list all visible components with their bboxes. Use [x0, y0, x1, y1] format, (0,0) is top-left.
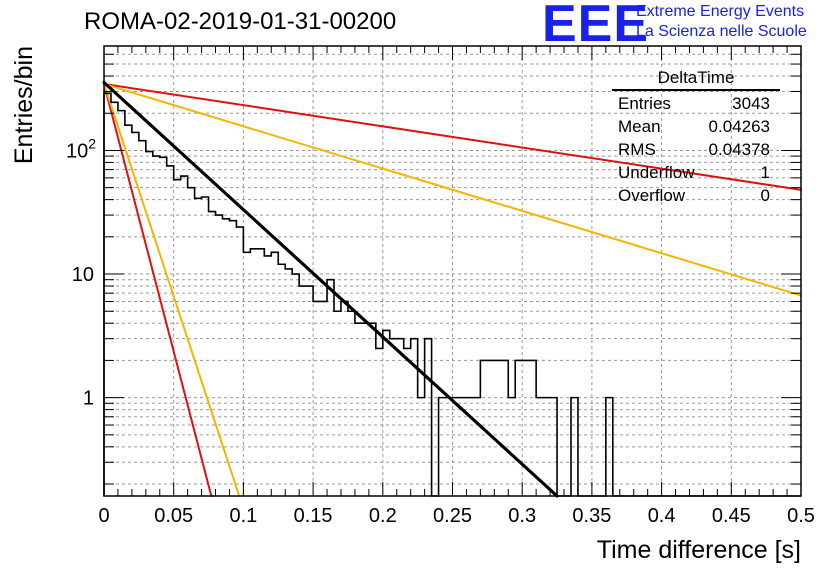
y-tick-label: 10	[72, 264, 94, 286]
stats-row-rms: RMS 0.04378	[612, 138, 780, 161]
x-tick-label: 0.15	[294, 505, 333, 527]
stats-value: 3043	[732, 94, 770, 113]
x-tick-label: 0.5	[787, 505, 815, 527]
stats-title: DeltaTime	[612, 68, 780, 91]
stats-value: 0.04378	[708, 140, 770, 159]
logo-subtitle-1: Extreme Energy Events	[636, 3, 805, 20]
logo-subtitle-2: La Scienza nelle Scuole	[636, 23, 807, 40]
x-tick-label: 0.25	[433, 505, 472, 527]
stats-label: Underflow	[618, 163, 695, 182]
y-tick-label: 102	[66, 135, 96, 162]
fit-curve	[103, 82, 213, 497]
stats-value: 1	[760, 163, 770, 182]
fit-curve	[103, 82, 241, 497]
x-tick-label: 0.05	[154, 505, 193, 527]
stats-label: Entries	[618, 94, 671, 113]
chart-title: ROMA-02-2019-01-31-00200	[84, 8, 397, 35]
stats-row-entries: Entries 3043	[612, 92, 780, 115]
x-tick-label: 0.35	[572, 505, 611, 527]
x-tick-label: 0.3	[508, 505, 536, 527]
stats-value: 0	[760, 186, 770, 205]
stats-box: DeltaTime Entries 3043 Mean 0.04263 RMS 0.0…	[612, 68, 780, 207]
x-tick-label: 0.2	[369, 505, 397, 527]
x-tick-label: 0.1	[229, 505, 257, 527]
x-tick-label: 0.4	[648, 505, 676, 527]
axes: 0 0.05 0.1 0.15 0.2 0.25 0.3 0.35 0.4 0.45 0.51101…	[10, 45, 815, 564]
stats-row-mean: Mean 0.04263	[612, 115, 780, 138]
stats-row-overflow: Overflow 0	[612, 184, 780, 207]
fit-curve	[103, 82, 802, 297]
stats-row-underflow: Underflow 1	[612, 161, 780, 184]
fit-curve	[103, 82, 802, 191]
stats-label: RMS	[618, 140, 656, 159]
stats-label: Overflow	[618, 186, 686, 205]
x-tick-label: 0	[98, 505, 109, 527]
y-tick-label: 1	[83, 388, 94, 410]
x-axis-label: Time difference [s]	[597, 536, 801, 564]
stats-value: 0.04263	[708, 117, 770, 136]
eee-logo: EEE	[542, 0, 650, 53]
x-tick-label: 0.45	[712, 505, 751, 527]
stats-label: Mean	[618, 117, 661, 136]
fit-curve-main	[102, 80, 559, 498]
y-axis-label: Entries/bin	[10, 46, 38, 164]
